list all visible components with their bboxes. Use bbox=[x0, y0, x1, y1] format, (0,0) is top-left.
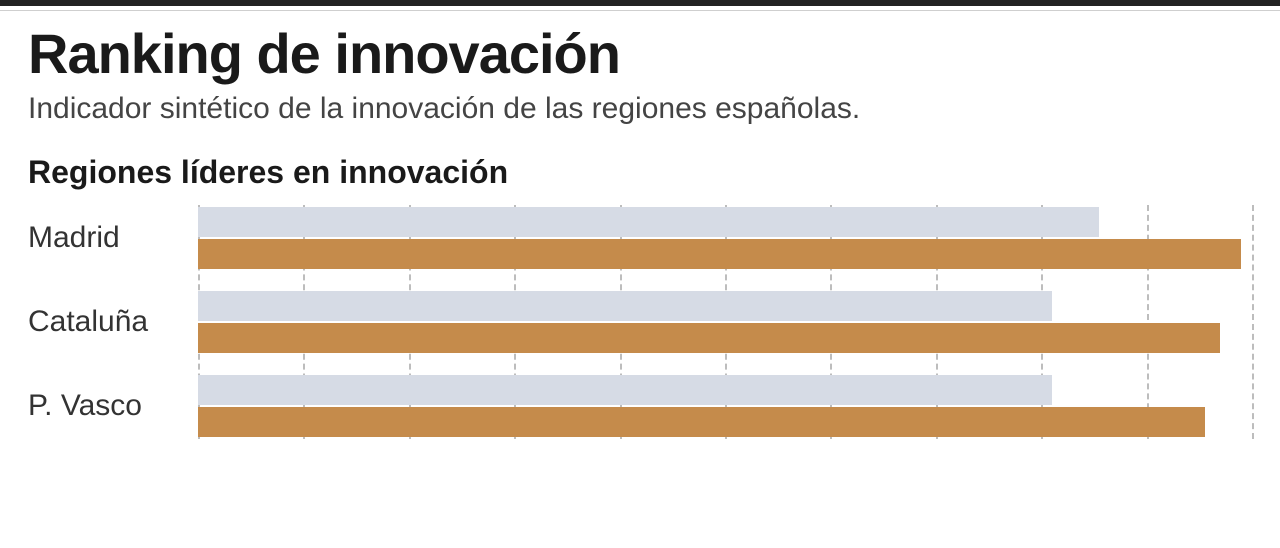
bar-series-a bbox=[198, 291, 1052, 321]
bar-series-a bbox=[198, 207, 1099, 237]
rule-top bbox=[0, 0, 1280, 6]
rule-thin bbox=[0, 10, 1280, 11]
row-label: P. Vasco bbox=[28, 389, 198, 423]
row-bars bbox=[198, 373, 1252, 439]
innovation-chart: Madrid Cataluña P. Vasco bbox=[28, 205, 1252, 439]
chart-row: P. Vasco bbox=[28, 373, 1252, 439]
row-bars bbox=[198, 205, 1252, 271]
section-heading: Regiones líderes en innovación bbox=[28, 154, 1252, 191]
bar-series-b bbox=[198, 323, 1220, 353]
bar-series-b bbox=[198, 407, 1205, 437]
bar-series-a bbox=[198, 375, 1052, 405]
row-bars bbox=[198, 289, 1252, 355]
bar-series-b bbox=[198, 239, 1241, 269]
page-subtitle: Indicador sintético de la innovación de … bbox=[28, 92, 1252, 126]
gridline bbox=[1252, 205, 1254, 439]
page-title: Ranking de innovación bbox=[28, 21, 1252, 86]
chart-rows: Madrid Cataluña P. Vasco bbox=[28, 205, 1252, 439]
chart-row: Cataluña bbox=[28, 289, 1252, 355]
content-frame: Ranking de innovación Indicador sintétic… bbox=[0, 21, 1280, 439]
row-label: Madrid bbox=[28, 221, 198, 255]
row-label: Cataluña bbox=[28, 305, 198, 339]
chart-row: Madrid bbox=[28, 205, 1252, 271]
